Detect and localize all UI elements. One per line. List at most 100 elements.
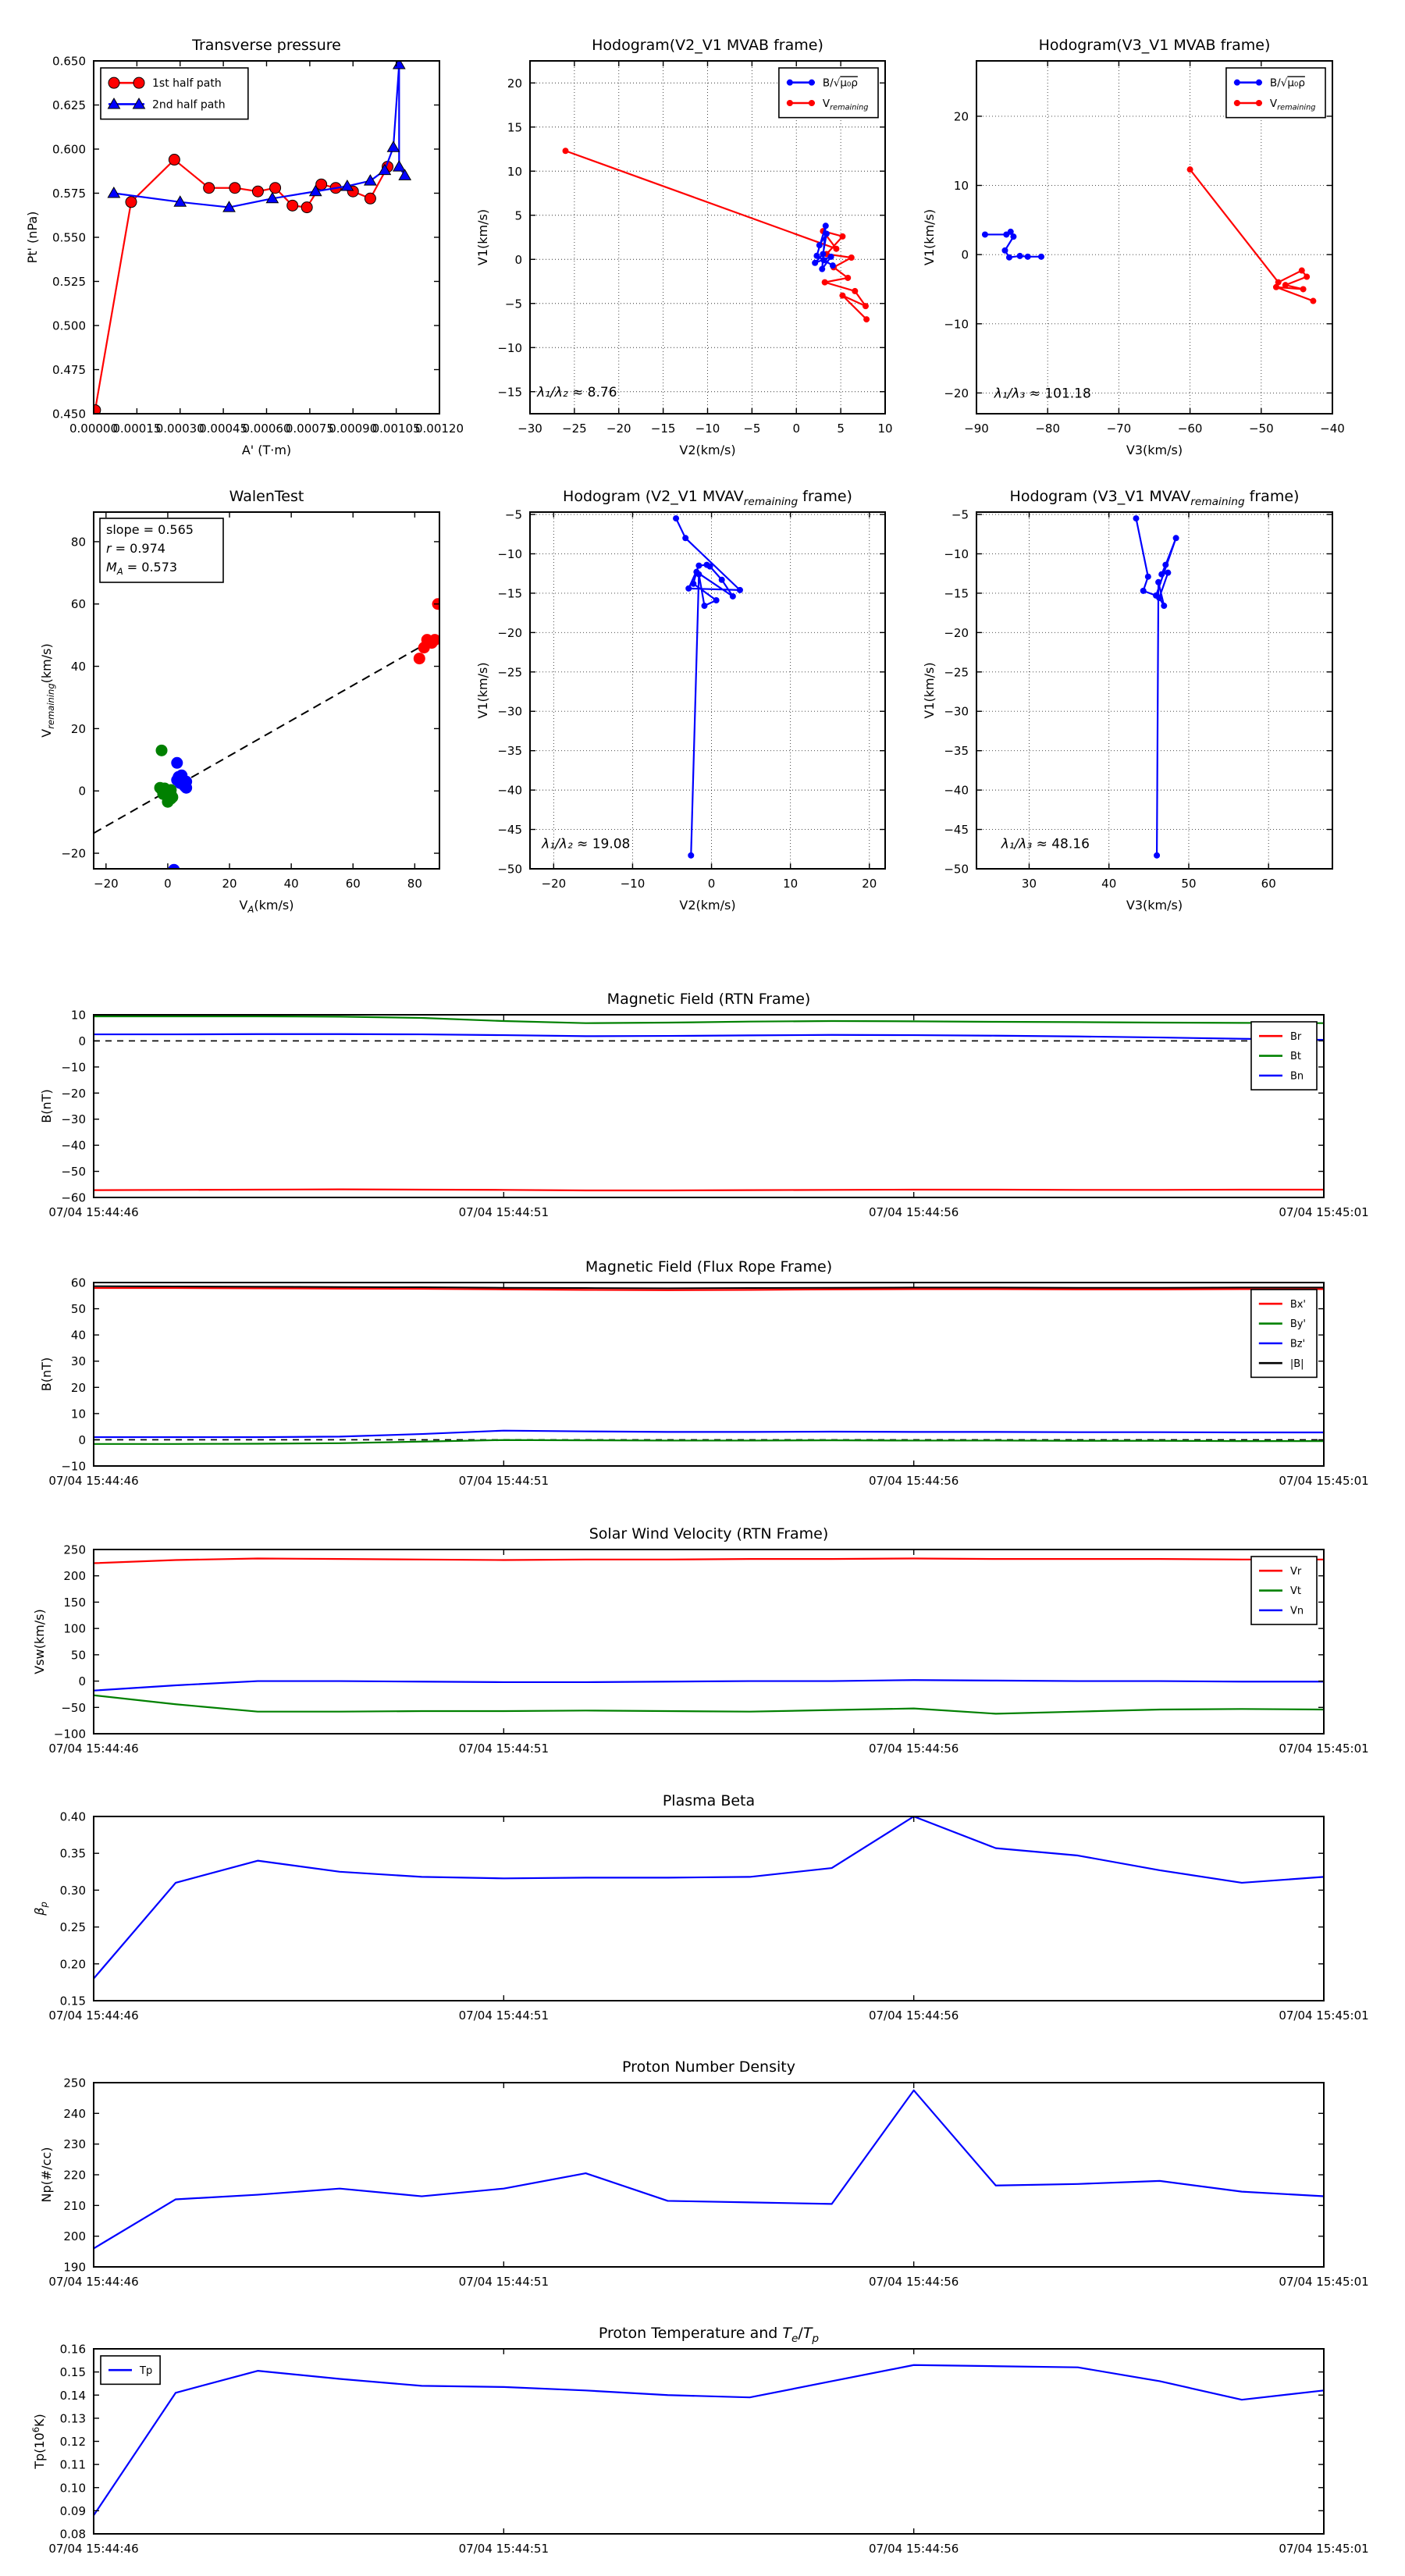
data-point-marker xyxy=(168,863,180,869)
magnetic-field-flux-rope-plot: 07/04 15:44:46 07/04 15:44:51 07/04 15:44:… xyxy=(39,1258,1369,1488)
data-point-marker xyxy=(1001,247,1008,254)
series-bz-prime xyxy=(94,1429,1324,1439)
lambda-ratio-annotation: λ₁/λ₃ ≈ 48.16 xyxy=(1001,837,1090,852)
data-point-marker xyxy=(829,262,836,269)
legend-label: 1st half path xyxy=(152,77,222,90)
series-beta-p xyxy=(94,1816,1324,1980)
data-point-marker xyxy=(229,182,241,194)
y-tick-label: 0.625 xyxy=(52,98,86,112)
data-point-marker xyxy=(1298,267,1305,274)
y-tick-label: 0.14 xyxy=(60,2389,86,2403)
data-point-marker xyxy=(823,230,830,237)
panel-title: Hodogram(V3_V1 MVAB frame) xyxy=(1039,37,1271,54)
y-tick-label: −10 xyxy=(61,1460,86,1474)
plot-area xyxy=(94,1557,1324,1715)
hodogram-v3v1-mvab-plot: −90 −80 −70 −60 −50 −40 −20 −10 0 10 20 Hodogram(V3… xyxy=(922,37,1345,457)
data-point-marker xyxy=(981,231,988,238)
x-axis-label: V2(km/s) xyxy=(679,443,735,457)
y-tick-label: 0.30 xyxy=(60,1884,86,1898)
series-line xyxy=(1135,518,1177,856)
y-tick-label: 0 xyxy=(78,785,86,799)
data-point-marker xyxy=(1154,852,1161,859)
x-axis-label: VA(km/s) xyxy=(240,898,294,915)
y-tick-label: −100 xyxy=(54,1727,86,1742)
legend: Bx' By' Bz' |B| xyxy=(1250,1289,1318,1379)
legend-label: Bn xyxy=(1290,1071,1304,1083)
series-vn xyxy=(94,1679,1324,1692)
data-point-marker xyxy=(1037,253,1044,260)
y-tick-label: 0.525 xyxy=(52,275,86,289)
data-point-marker xyxy=(821,279,828,286)
series-line xyxy=(94,1557,1324,1564)
data-point-marker xyxy=(364,174,377,186)
data-point-marker xyxy=(1144,573,1151,580)
data-point-marker xyxy=(1165,569,1172,576)
y-tick-label: −50 xyxy=(61,1165,86,1179)
data-point-marker xyxy=(813,252,820,259)
data-point-marker xyxy=(1275,279,1282,286)
x-tick-label: −60 xyxy=(1178,422,1203,436)
data-point-marker xyxy=(786,79,793,86)
y-tick-label: −45 xyxy=(497,823,522,837)
y-tick-label: 0.09 xyxy=(60,2504,86,2518)
y-tick-label: 0.600 xyxy=(52,143,86,157)
series-line xyxy=(94,1429,1324,1439)
y-axis-label: Vsw(km/s) xyxy=(32,1609,47,1674)
legend-box xyxy=(1225,67,1326,119)
y-tick-label: 0.15 xyxy=(60,2365,86,2379)
series-line xyxy=(94,635,439,834)
plot-area xyxy=(94,1816,1324,1980)
y-tick-label: −30 xyxy=(944,705,969,719)
legend-label: Br xyxy=(1290,1031,1302,1043)
series-line xyxy=(565,150,867,320)
data-point-marker xyxy=(107,186,121,198)
y-tick-label: −30 xyxy=(61,1112,86,1126)
y-axis-label: Np(#/cc) xyxy=(39,2147,54,2203)
x-tick-label: 0.00120 xyxy=(415,422,464,436)
panel-walen-test: −20 0 20 40 60 80 −20 0 20 40 60 80 WalenTest VA(km/s… xyxy=(39,488,440,915)
legend-label: Vremaining xyxy=(1270,98,1316,112)
y-tick-label: 10 xyxy=(954,179,969,193)
data-point-marker xyxy=(108,76,120,89)
y-tick-label: 5 xyxy=(514,208,522,222)
y-tick-label: 40 xyxy=(71,660,86,674)
x-tick-label: 07/04 15:45:01 xyxy=(1279,2275,1368,2289)
data-point-marker xyxy=(833,245,840,252)
x-tick-label: 80 xyxy=(407,877,422,891)
data-point-marker xyxy=(839,233,846,240)
x-tick-label: 60 xyxy=(1261,877,1276,891)
legend-label: |B| xyxy=(1290,1358,1304,1370)
x-tick-label: −90 xyxy=(964,422,989,436)
y-tick-label: 220 xyxy=(63,2169,86,2183)
series-line xyxy=(94,1033,1324,1041)
legend: 1st half path 2nd half path xyxy=(100,67,249,120)
panel-hodogram-v3v1-mvab: −90 −80 −70 −60 −50 −40 −20 −10 0 10 20 Hodogram(V3… xyxy=(922,37,1345,457)
x-tick-label: −15 xyxy=(651,422,676,436)
y-tick-label: −15 xyxy=(497,385,522,399)
proton-temperature-plot: 07/04 15:44:46 07/04 15:44:51 07/04 15:44:… xyxy=(30,2325,1369,2556)
data-point-marker xyxy=(1161,603,1168,610)
data-point-marker xyxy=(863,316,870,323)
series-bx-prime xyxy=(94,1286,1324,1291)
x-tick-label: 07/04 15:44:46 xyxy=(48,1205,138,1219)
panel-title: Proton Number Density xyxy=(622,2058,795,2076)
y-tick-label: −50 xyxy=(61,1701,86,1715)
data-point-marker xyxy=(1158,571,1165,578)
x-tick-label: 20 xyxy=(222,877,237,891)
proton-number-density-plot: 07/04 15:44:46 07/04 15:44:51 07/04 15:44:… xyxy=(39,2058,1369,2289)
data-point-marker xyxy=(822,222,829,229)
y-axis-label: βp xyxy=(32,1902,49,1916)
data-point-marker xyxy=(786,99,793,106)
x-tick-label: −25 xyxy=(562,422,587,436)
x-tick-label: 07/04 15:44:56 xyxy=(869,2275,959,2289)
y-tick-label: 10 xyxy=(507,165,522,179)
y-tick-label: −50 xyxy=(497,863,522,877)
y-axis-label: V1(km/s) xyxy=(922,209,937,265)
x-tick-label: 40 xyxy=(1101,877,1116,891)
series-2nd-half-path xyxy=(107,61,412,212)
data-point-marker xyxy=(203,182,215,194)
axis-ticks: 07/04 15:44:46 07/04 15:44:51 07/04 15:44:… xyxy=(48,2076,1368,2290)
data-point-marker xyxy=(1156,594,1163,601)
y-tick-label: 0.40 xyxy=(60,1810,86,1824)
series-line xyxy=(94,1286,1324,1291)
